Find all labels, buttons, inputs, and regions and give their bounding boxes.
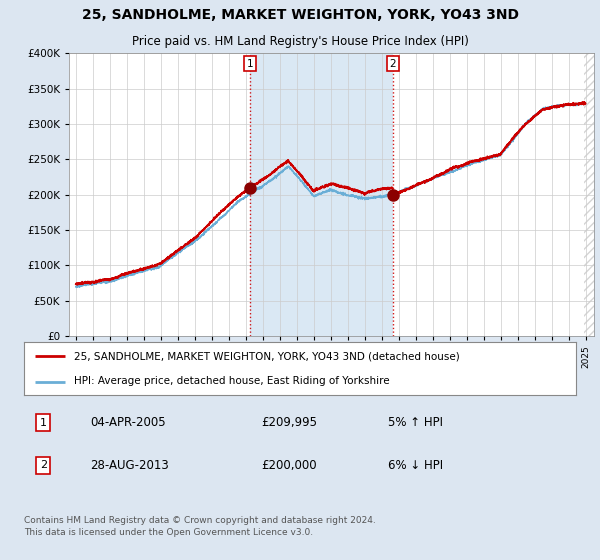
Text: £209,995: £209,995 (262, 416, 317, 430)
Bar (584, 53, 594, 336)
Bar (584, 53, 594, 336)
Text: 6% ↓ HPI: 6% ↓ HPI (388, 459, 443, 472)
Text: 1: 1 (40, 418, 47, 428)
Text: 04-APR-2005: 04-APR-2005 (90, 416, 166, 430)
Text: £200,000: £200,000 (262, 459, 317, 472)
Bar (250, 53, 392, 336)
Text: 5% ↑ HPI: 5% ↑ HPI (388, 416, 443, 430)
Text: 25, SANDHOLME, MARKET WEIGHTON, YORK, YO43 3ND: 25, SANDHOLME, MARKET WEIGHTON, YORK, YO… (82, 8, 518, 22)
Text: 28-AUG-2013: 28-AUG-2013 (90, 459, 169, 472)
Text: Contains HM Land Registry data © Crown copyright and database right 2024.
This d: Contains HM Land Registry data © Crown c… (24, 516, 376, 537)
Text: 2: 2 (40, 460, 47, 470)
Text: Price paid vs. HM Land Registry's House Price Index (HPI): Price paid vs. HM Land Registry's House … (131, 35, 469, 48)
Text: HPI: Average price, detached house, East Riding of Yorkshire: HPI: Average price, detached house, East… (74, 376, 389, 386)
Text: 1: 1 (247, 59, 254, 69)
Text: 25, SANDHOLME, MARKET WEIGHTON, YORK, YO43 3ND (detached house): 25, SANDHOLME, MARKET WEIGHTON, YORK, YO… (74, 352, 460, 362)
Text: 2: 2 (389, 59, 396, 69)
